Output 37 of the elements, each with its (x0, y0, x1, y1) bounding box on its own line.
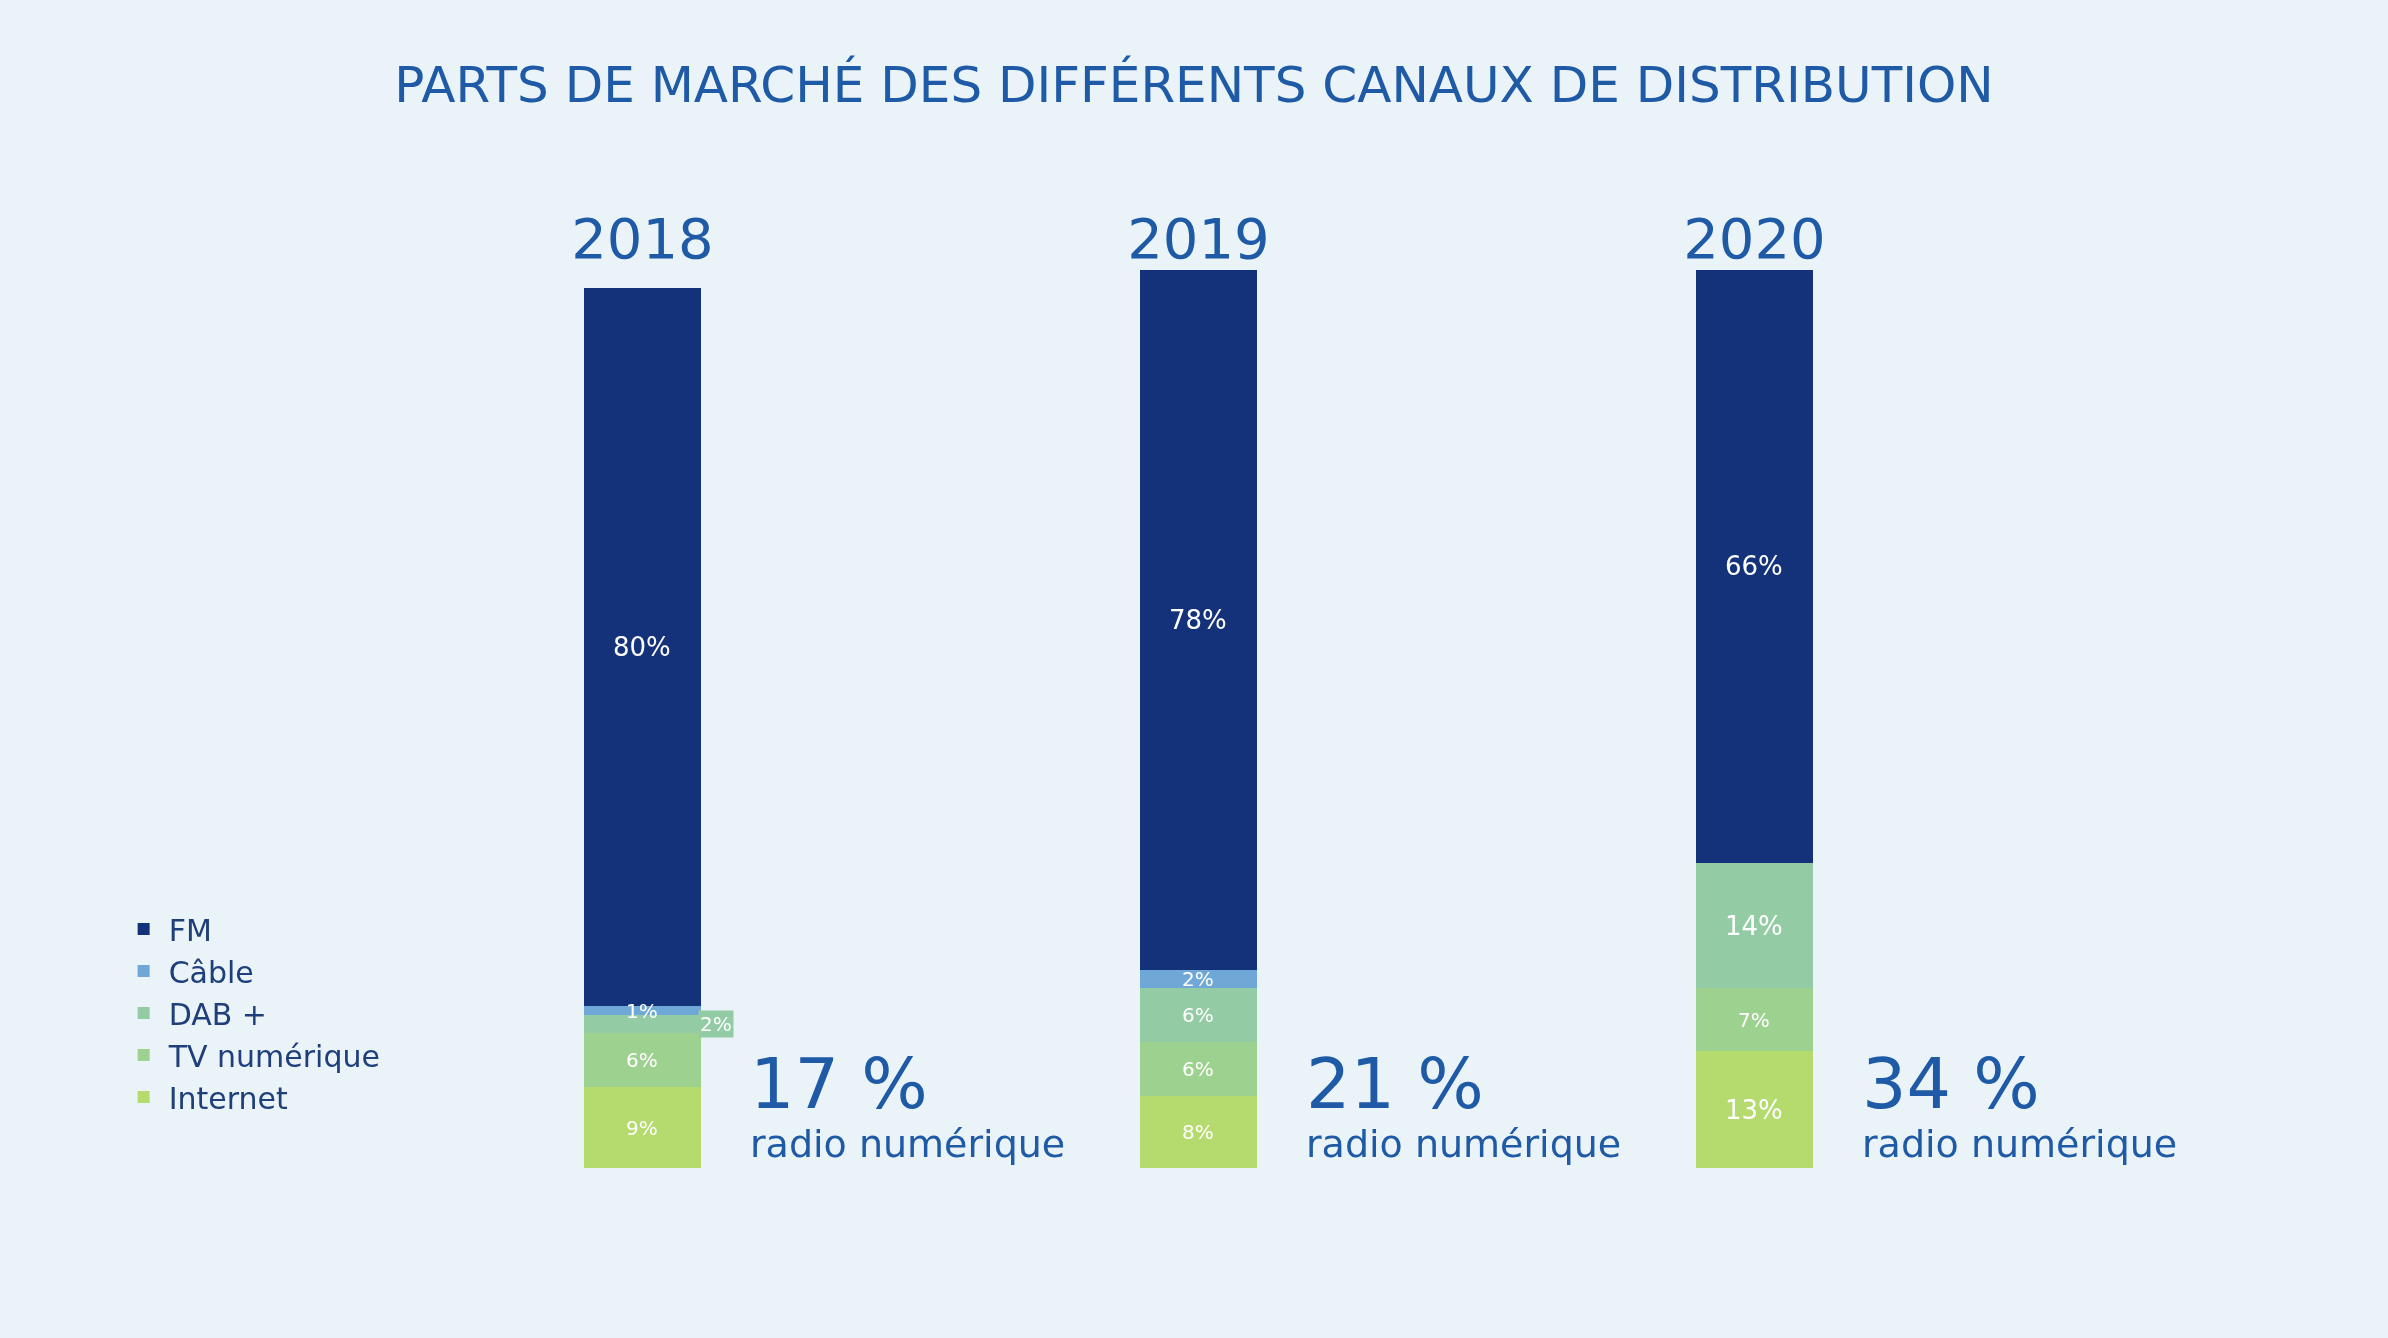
data-label: 7% (1738, 1008, 1770, 1032)
data-label: 78% (1169, 605, 1227, 635)
data-label: 6% (1182, 1057, 1214, 1081)
data-label: 1% (626, 999, 658, 1023)
data-label: 6% (1182, 1003, 1214, 1027)
data-label: 80% (613, 632, 671, 662)
data-label: 8% (1182, 1120, 1214, 1144)
bar (1696, 270, 1813, 863)
annotation: 21 % radio numérique (1306, 1043, 1622, 1167)
data-label: 6% (626, 1048, 658, 1072)
bar (584, 1033, 701, 1088)
legend-label: Internet (168, 1080, 288, 1116)
bar (1140, 988, 1257, 1043)
data-label: 2% (1182, 967, 1214, 991)
annotation: 34 % radio numérique (1862, 1043, 2178, 1167)
x-tick-label: 2019 (1127, 205, 1270, 271)
chart-title: PARTS DE MARCHÉ DES DIFFÉRENTS CANAUX DE DISTRIBUTION (394, 54, 1994, 114)
bar (1696, 1051, 1813, 1168)
legend-label: Câble (168, 954, 254, 990)
data-label: 13% (1725, 1095, 1783, 1125)
x-tick-label: 2020 (1683, 205, 1826, 271)
data-label: 66% (1725, 551, 1783, 581)
bar (1140, 270, 1257, 971)
bar (1696, 988, 1813, 1052)
bar (1140, 1096, 1257, 1168)
legend-label: FM (168, 912, 212, 948)
bar (584, 1087, 701, 1168)
bar (1696, 862, 1813, 989)
data-label: 14% (1725, 911, 1783, 941)
annotation: 17 % radio numérique (750, 1043, 1066, 1167)
data-label: 9% (626, 1116, 658, 1140)
bar (1140, 970, 1257, 989)
bar (1140, 1042, 1257, 1097)
x-tick-label: 2018 (571, 205, 714, 271)
legend-label: DAB + (168, 996, 267, 1032)
data-label: 2% (700, 1012, 732, 1036)
legend-label: TV numérique (167, 1038, 380, 1074)
